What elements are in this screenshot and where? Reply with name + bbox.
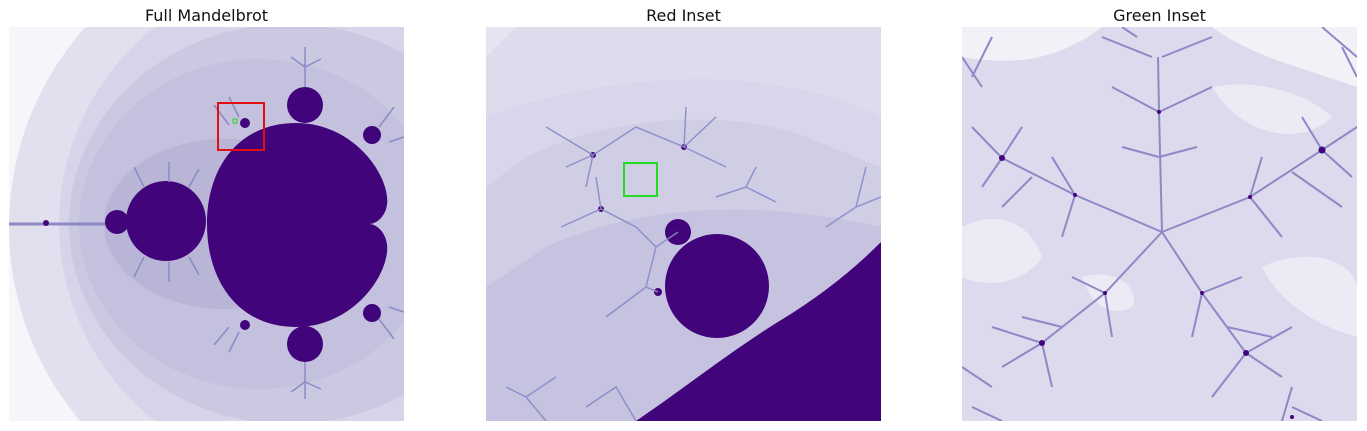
red-inset-plot (486, 27, 881, 421)
panel-title: Green Inset (962, 6, 1357, 25)
panel-red-inset: Red Inset (486, 0, 881, 431)
panel-green-inset: Green Inset (962, 0, 1357, 431)
panel-full-mandelbrot: Full Mandelbrot (9, 0, 404, 431)
panel-title: Red Inset (486, 6, 881, 25)
mandelbrot-plot (9, 27, 404, 421)
panel-title: Full Mandelbrot (9, 6, 404, 25)
green-inset-plot (962, 27, 1357, 421)
